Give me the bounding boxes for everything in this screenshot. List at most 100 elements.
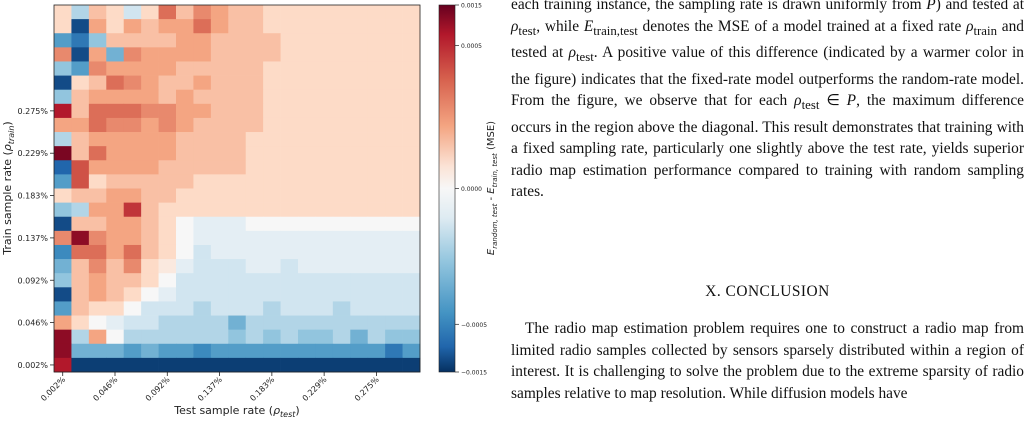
heatmap-cell (332, 160, 351, 175)
heatmap-cell (367, 174, 386, 189)
heatmap-cell (210, 75, 229, 91)
heatmap-cell (315, 329, 334, 345)
heatmap-cell (332, 103, 351, 119)
heatmap-cell (123, 315, 142, 331)
heatmap-cell (158, 19, 177, 34)
heatmap-cell (367, 329, 386, 345)
heatmap-cell (402, 301, 421, 316)
heatmap-cell (158, 343, 177, 359)
heatmap-cell (367, 75, 386, 91)
heatmap-cell (280, 315, 299, 331)
heatmap-cell (228, 357, 247, 373)
heatmap-cell (71, 47, 90, 62)
heatmap-cell (350, 259, 369, 274)
heatmap-cell (402, 47, 421, 62)
heatmap-cell (210, 174, 229, 189)
heatmap-cell (263, 357, 281, 373)
heatmap-cell (54, 89, 72, 105)
heatmap-cell (350, 230, 369, 246)
heatmap-cell (176, 315, 194, 331)
heatmap-cell (193, 244, 212, 260)
heatmap-cell (402, 357, 421, 373)
heatmap-cell (298, 315, 316, 331)
heatmap-cell (263, 259, 281, 274)
heatmap-cell (332, 19, 351, 34)
heatmap-cell (141, 287, 159, 302)
heatmap-cell (263, 5, 281, 20)
heatmap-cell (210, 47, 229, 62)
heatmap-cell (71, 117, 90, 133)
heatmap-cell (350, 19, 369, 34)
heatmap-cell (402, 5, 421, 20)
heatmap-cell (71, 146, 90, 161)
heatmap-cell (350, 117, 369, 133)
heatmap-cell (54, 103, 72, 119)
heatmap-cell (245, 244, 264, 260)
heatmap-cell (123, 174, 142, 189)
heatmap-cell (106, 329, 125, 345)
heatmap-cell (245, 174, 264, 189)
heatmap-cell (245, 188, 264, 203)
heatmap-cell (210, 61, 229, 76)
heatmap-cell (315, 259, 334, 274)
heatmap-cell (228, 287, 247, 302)
heatmap-cell (54, 5, 72, 20)
heatmap-cell (245, 89, 264, 105)
heatmap-cell (367, 357, 386, 373)
heatmap-cell (350, 75, 369, 91)
heatmap-cell (402, 315, 421, 331)
heatmap-cell (332, 244, 351, 260)
heatmap-cell (158, 216, 177, 232)
heatmap-cell (123, 146, 142, 161)
heatmap-cell (71, 103, 90, 119)
heatmap-cell (141, 315, 159, 331)
heatmap-cell (54, 343, 72, 359)
heatmap-cell (71, 301, 90, 316)
heatmap-cell (332, 33, 351, 48)
heatmap-cell (54, 132, 72, 147)
heatmap-cell (193, 5, 212, 20)
heatmap-cell (280, 287, 299, 302)
heatmap-cell (298, 357, 316, 373)
heatmap-cell (385, 5, 403, 20)
heatmap-cell (228, 202, 247, 218)
heatmap-cell (332, 273, 351, 288)
heatmap-cell (106, 103, 125, 119)
heatmap-cell (350, 202, 369, 218)
heatmap-cell (106, 343, 125, 359)
colorbar-ticks: 0.0015 0.0005 0.0000 −0.0005 −0.0015 (455, 3, 487, 377)
heatmap-cell (228, 174, 247, 189)
heatmap-cell (176, 75, 194, 91)
heatmap-cell (123, 117, 142, 133)
heatmap-cell (123, 202, 142, 218)
heatmap-cell (245, 19, 264, 34)
heatmap-cell (280, 357, 299, 373)
heatmap-cell (245, 75, 264, 91)
heatmap-cell (385, 230, 403, 246)
heatmap-cell (385, 301, 403, 316)
heatmap-cell (71, 216, 90, 232)
heatmap-cell (193, 47, 212, 62)
heatmap-cell (106, 273, 125, 288)
heatmap-cell (245, 329, 264, 345)
heatmap-cell (88, 357, 107, 373)
heatmap-cell (141, 301, 159, 316)
heatmap-cell (298, 117, 316, 133)
heatmap-cell (106, 47, 125, 62)
heatmap-cell (367, 202, 386, 218)
heatmap-cell (280, 47, 299, 62)
heatmap-cell (385, 259, 403, 274)
heatmap-cell (158, 174, 177, 189)
heatmap-cell (71, 5, 90, 20)
heatmap-cell (245, 47, 264, 62)
heatmap-cell (123, 103, 142, 119)
heatmap-cell (298, 273, 316, 288)
heatmap-cell (263, 19, 281, 34)
heatmap-cell (315, 202, 334, 218)
heatmap-cell (280, 301, 299, 316)
y-axis-ticks: 0.002% 0.046% 0.092% 0.137% 0.183% 0.229% 0.27… (17, 107, 54, 370)
heatmap-cell (332, 89, 351, 105)
heatmap-cell (141, 216, 159, 232)
paragraph-conclusion: The radio map estimation problem require… (511, 320, 1024, 402)
heatmap-cell (106, 315, 125, 331)
